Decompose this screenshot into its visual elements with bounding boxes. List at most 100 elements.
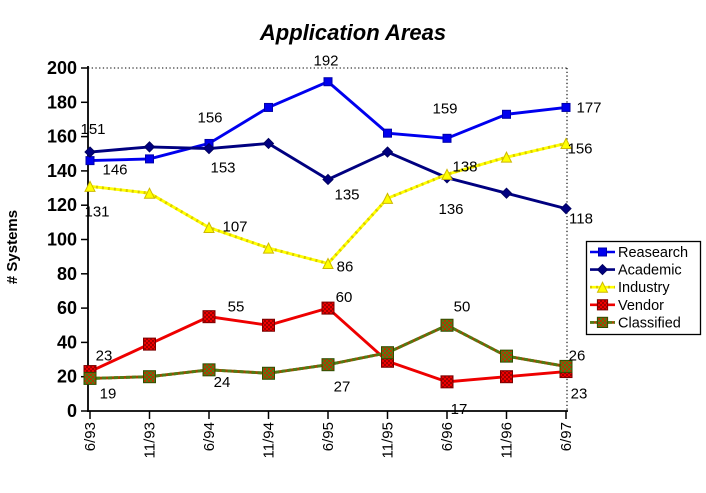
data-label: 19 <box>100 385 117 402</box>
data-label: 136 <box>438 201 463 218</box>
marker-square <box>264 102 273 112</box>
x-tick-label: 6/96 <box>439 422 456 451</box>
data-label: 17 <box>451 401 468 418</box>
data-label: 118 <box>569 211 593 228</box>
series-academic <box>84 137 572 215</box>
y-tick-label: 80 <box>57 264 77 284</box>
legend-label: Vendor <box>618 298 664 314</box>
data-label: 156 <box>567 140 592 157</box>
x-tick-label: 6/97 <box>558 422 575 451</box>
marker-diamond <box>500 187 513 199</box>
x-tick-label: 11/95 <box>380 422 397 458</box>
data-label: 135 <box>334 186 359 203</box>
marker-triangle <box>262 241 275 254</box>
marker-triangle <box>84 180 96 192</box>
legend-label: Reasearch <box>618 245 688 261</box>
marker-diamond <box>143 141 156 153</box>
series-industry <box>84 137 572 270</box>
x-tick-label: 11/93 <box>142 422 159 458</box>
data-label: 177 <box>576 99 601 116</box>
legend-item-industry: Industry <box>590 280 670 296</box>
data-label: 192 <box>313 53 338 70</box>
y-tick-label: 60 <box>57 298 77 318</box>
marker-square <box>381 346 394 360</box>
x-tick-label: 6/94 <box>201 422 218 451</box>
y-tick-label: 40 <box>57 332 77 352</box>
marker-square <box>502 109 511 119</box>
marker-triangle <box>596 281 609 293</box>
legend-label: Industry <box>618 280 670 296</box>
chart-title: Application Areas <box>259 20 446 45</box>
marker-square <box>440 318 454 332</box>
data-label: 23 <box>571 386 588 403</box>
data-label: 153 <box>210 160 235 177</box>
data-label: 146 <box>102 162 127 179</box>
y-tick-label: 180 <box>47 92 77 112</box>
marker-square <box>143 370 156 384</box>
y-tick-label: 100 <box>47 230 77 250</box>
data-label: 26 <box>569 347 586 364</box>
y-tick-label: 140 <box>47 161 77 181</box>
marker-triangle <box>441 168 453 180</box>
marker-square <box>202 310 216 324</box>
marker-square <box>321 301 335 315</box>
series-classified <box>83 318 573 385</box>
x-tick-label: 6/93 <box>82 422 99 451</box>
series-reasearch <box>85 77 571 166</box>
y-tick-label: 160 <box>47 127 77 147</box>
marker-square <box>442 133 452 143</box>
marker-triangle <box>381 192 394 204</box>
marker-square <box>440 375 454 389</box>
data-label: 23 <box>96 348 113 365</box>
marker-square <box>83 371 97 385</box>
data-label: 50 <box>454 298 471 315</box>
marker-square <box>323 77 333 87</box>
marker-diamond <box>203 142 215 155</box>
series-line <box>89 142 567 266</box>
marker-square <box>596 316 609 328</box>
legend-item-academic: Academic <box>590 263 682 279</box>
marker-triangle <box>560 137 572 149</box>
marker-square <box>500 349 513 363</box>
data-label: 55 <box>228 299 245 316</box>
marker-square <box>262 366 275 380</box>
data-label: 131 <box>84 203 109 220</box>
marker-diamond <box>596 263 609 276</box>
legend-item-vendor: Vendor <box>590 298 664 314</box>
data-label: 159 <box>432 100 457 117</box>
data-label: 138 <box>452 158 477 175</box>
legend-item-classified: Classified <box>590 315 681 331</box>
data-label: 24 <box>214 374 231 391</box>
marker-diamond <box>322 173 334 186</box>
legend-label: Classified <box>618 315 681 331</box>
marker-diamond <box>560 202 572 215</box>
data-label: 151 <box>80 121 105 138</box>
plot-area: 0 20 40 60 80 100 120 140 160 180 200 6/93 11/93 6/94… <box>47 53 602 459</box>
marker-square <box>145 154 154 164</box>
y-tick-label: 120 <box>47 195 77 215</box>
y-tick-label: 0 <box>67 401 77 421</box>
marker-square <box>561 102 571 112</box>
marker-triangle <box>322 257 334 270</box>
marker-triangle <box>203 221 215 233</box>
y-tick-label: 20 <box>57 367 77 387</box>
y-tick-label: 200 <box>47 58 77 78</box>
marker-square <box>500 370 513 384</box>
marker-diamond <box>262 137 275 150</box>
data-label: 107 <box>222 218 247 235</box>
series-line <box>89 80 567 163</box>
legend-label: Academic <box>618 263 682 279</box>
data-label: 60 <box>336 289 353 306</box>
marker-square <box>598 247 607 257</box>
data-label: 156 <box>197 109 222 126</box>
marker-square <box>596 299 609 311</box>
marker-triangle <box>143 187 156 199</box>
data-label: 27 <box>334 379 351 396</box>
marker-triangle <box>500 151 513 163</box>
marker-square <box>321 358 335 372</box>
marker-diamond <box>381 146 394 158</box>
x-tick-label: 11/96 <box>499 422 516 458</box>
marker-square <box>85 156 95 166</box>
